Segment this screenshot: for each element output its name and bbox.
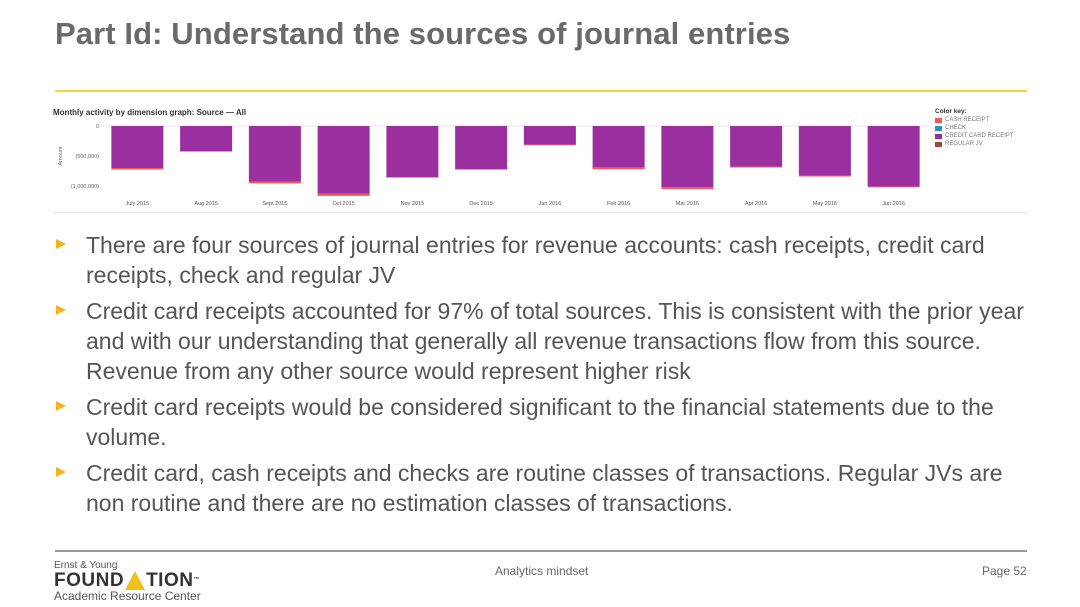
- bar-segment-credit-card-receipt: [798, 126, 851, 176]
- bar-segment-cash-receipt: [523, 144, 576, 146]
- bar-segment-cash-receipt: [592, 167, 645, 170]
- logo-top-text: Ernst & Young: [54, 560, 118, 571]
- legend-label: CHECK: [945, 125, 967, 131]
- x-tick-label: Nov 2015: [401, 201, 425, 207]
- x-tick-label: Jan 2016: [539, 201, 562, 207]
- ey-foundation-logo: Ernst & Young FOUND TION ™ Academic Reso…: [54, 560, 224, 605]
- logo-a-mark-icon: [125, 571, 146, 590]
- bullet-text: There are four sources of journal entrie…: [86, 232, 985, 288]
- legend-label: CASH RECEIPT: [945, 117, 990, 123]
- bullet-item: Credit card receipts accounted for 97% o…: [55, 296, 1040, 386]
- logo-wordmark-right: TION: [146, 570, 194, 591]
- bullet-text: Credit card receipts accounted for 97% o…: [86, 298, 1024, 384]
- page-number: Page 52: [982, 564, 1027, 578]
- bar-segment-credit-card-receipt: [523, 126, 576, 145]
- logo-wordmark-left: FOUND: [54, 570, 125, 591]
- x-tick-label: May 2016: [813, 201, 837, 207]
- y-tick-label: 0: [96, 124, 99, 130]
- legend-swatch: [935, 117, 942, 123]
- x-tick-label: Mar 2016: [676, 201, 699, 207]
- legend-item-regular-jv: REGULAR JV: [935, 140, 1014, 148]
- legend-label: REGULAR JV: [945, 141, 983, 147]
- bar-segment-credit-card-receipt: [661, 126, 714, 188]
- bar-segment-cash-receipt: [248, 181, 301, 184]
- bullet-item: Credit card receipts would be considered…: [55, 392, 1040, 452]
- bar-segment-cash-receipt: [730, 166, 783, 168]
- x-tick-label: Apr 2016: [745, 201, 767, 207]
- triangle-bullet-icon: [56, 467, 66, 477]
- bullet-item: There are four sources of journal entrie…: [55, 230, 1040, 290]
- legend-item-check: CHECK: [935, 124, 1014, 132]
- y-tick-label: (1,000,000): [71, 184, 99, 190]
- legend-title: Color key:: [935, 108, 967, 115]
- x-tick-label: Feb 2016: [607, 201, 630, 207]
- legend-swatch: [935, 141, 942, 147]
- triangle-bullet-icon: [56, 239, 66, 249]
- bar-segment-cash-receipt: [317, 193, 370, 196]
- x-tick-label: July 2015: [126, 201, 150, 207]
- legend-label: CREDIT CARD RECEIPT: [945, 133, 1014, 139]
- bullet-text: Credit card, cash receipts and checks ar…: [86, 460, 1003, 516]
- bar-segment-credit-card-receipt: [248, 126, 301, 182]
- x-tick-label: Oct 2015: [332, 201, 354, 207]
- title-rule: [55, 90, 1027, 92]
- footer-center-text: Analytics mindset: [495, 564, 589, 578]
- legend-item-credit-card-receipt: CREDIT CARD RECEIPT: [935, 132, 1014, 140]
- bullet-list: There are four sources of journal entrie…: [55, 230, 1040, 524]
- legend-swatch: [935, 125, 942, 131]
- footer-rule: [55, 550, 1027, 552]
- logo-wordmark: FOUND TION ™: [54, 571, 224, 590]
- bar-segment-cash-receipt: [867, 186, 920, 188]
- bullet-text: Credit card receipts would be considered…: [86, 394, 994, 450]
- legend-swatch: [935, 133, 942, 139]
- y-axis-label: Amount: [58, 146, 64, 165]
- bar-segment-credit-card-receipt: [111, 126, 164, 168]
- bar-segment-cash-receipt: [661, 187, 714, 189]
- logo-subtitle: Academic Resource Center: [54, 589, 201, 603]
- bar-segment-credit-card-receipt: [867, 126, 920, 187]
- y-tick-label: (500,000): [75, 154, 99, 160]
- bar-segment-cash-receipt: [798, 175, 851, 177]
- bar-segment-credit-card-receipt: [386, 126, 439, 177]
- logo-trademark: ™: [193, 577, 200, 583]
- x-tick-label: Jun 2016: [882, 201, 905, 207]
- slide-title: Part Id: Understand the sources of journ…: [55, 16, 791, 51]
- x-tick-label: Dec 2015: [469, 201, 493, 207]
- bullet-item: Credit card, cash receipts and checks ar…: [55, 458, 1040, 518]
- bar-segment-credit-card-receipt: [317, 126, 370, 194]
- chart-legend: Color key: CASH RECEIPT CHECK CREDIT CAR…: [935, 108, 1014, 148]
- bar-segment-credit-card-receipt: [730, 126, 783, 167]
- chart-title: Monthly activity by dimension graph: Sou…: [53, 108, 247, 117]
- triangle-bullet-icon: [56, 401, 66, 411]
- triangle-bullet-icon: [56, 305, 66, 315]
- bar-segment-cash-receipt: [386, 177, 439, 178]
- x-tick-label: Sept 2015: [262, 201, 287, 207]
- bar-chart: 0 (500,000) (1,000,000) Amount July 2015 Aug …: [58, 124, 928, 207]
- bar-segment-credit-card-receipt: [592, 126, 645, 168]
- bar-segment-cash-receipt: [111, 168, 164, 170]
- chart-panel: 0 (500,000) (1,000,000) Amount July 2015 Aug …: [53, 104, 1028, 213]
- x-tick-label: Aug 2015: [194, 201, 218, 207]
- bar-segment-credit-card-receipt: [180, 126, 233, 152]
- legend-item-cash-receipt: CASH RECEIPT: [935, 116, 1014, 124]
- bar-segment-credit-card-receipt: [455, 126, 508, 170]
